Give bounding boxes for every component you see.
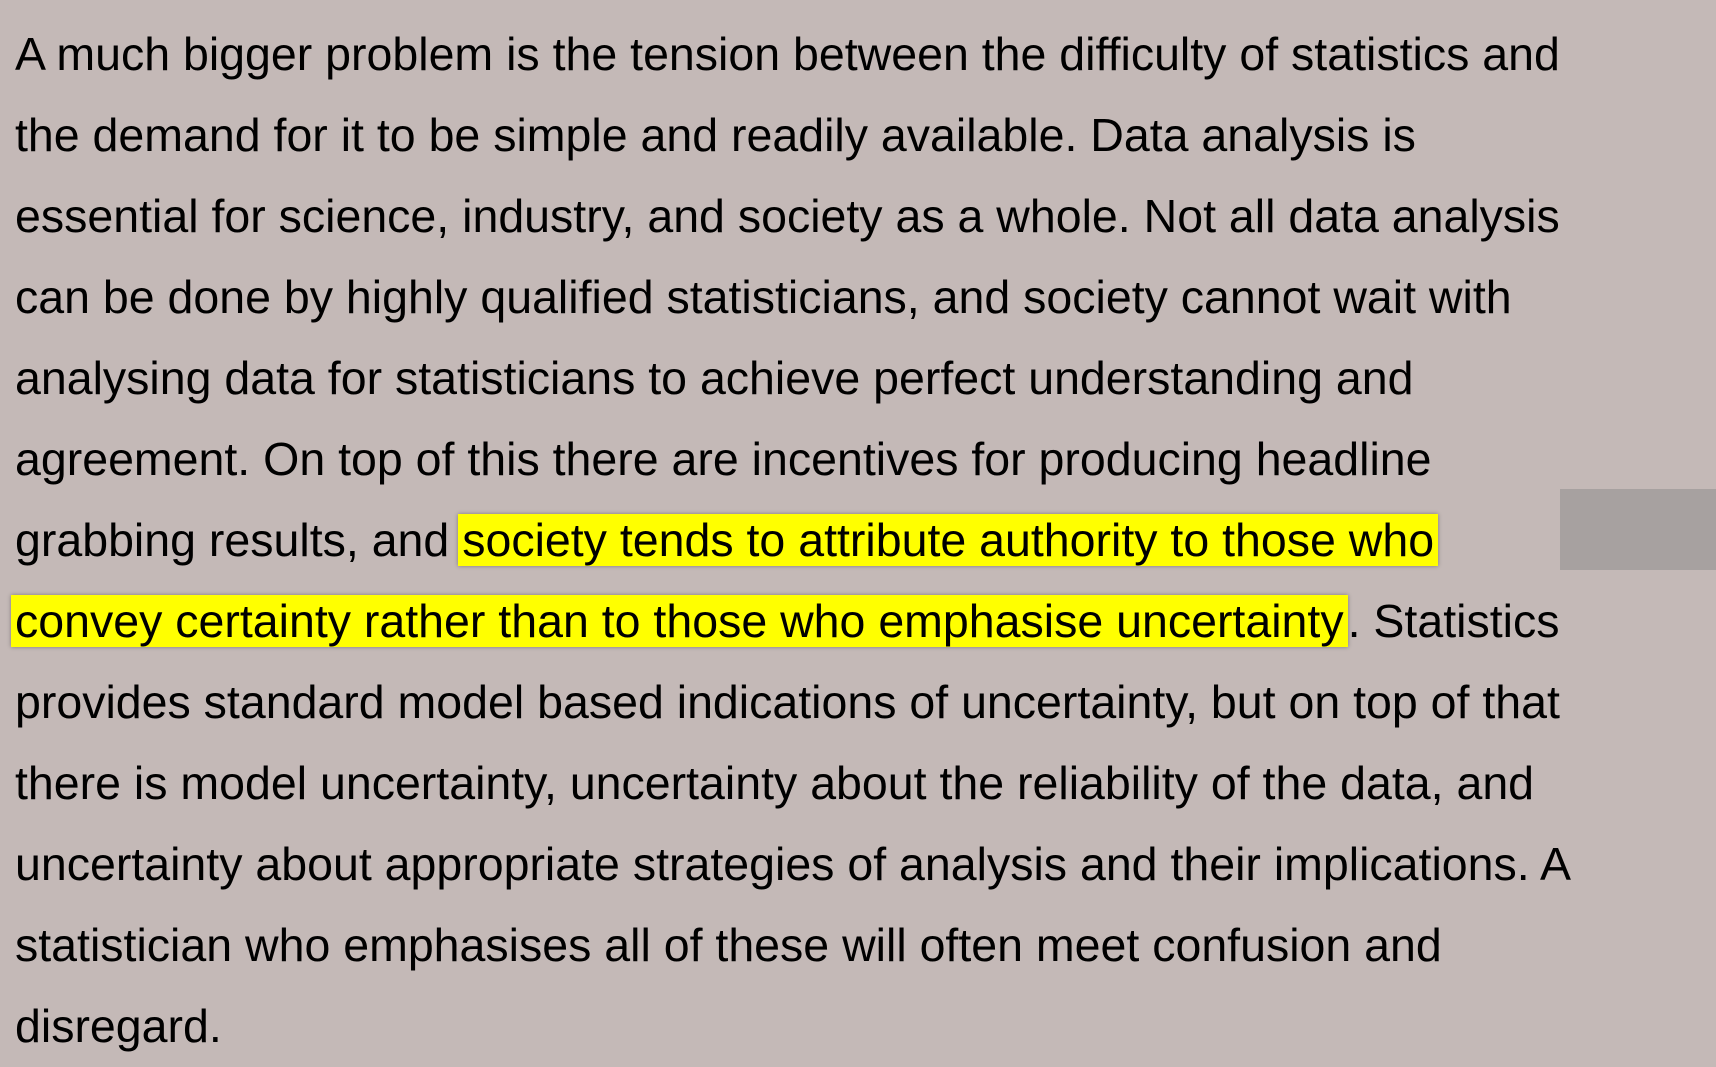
text-line-7-prefix: grabbing results, and bbox=[15, 514, 463, 566]
margin-shade bbox=[1560, 489, 1716, 570]
text-line-4: can be done by highly qualified statisti… bbox=[15, 271, 1512, 323]
text-line-13: disregard. bbox=[15, 1000, 222, 1052]
text-line-2: the demand for it to be simple and readi… bbox=[15, 109, 1416, 161]
text-line-1: A much bigger problem is the tension bet… bbox=[15, 28, 1560, 80]
text-line-12: statistician who emphasises all of these… bbox=[15, 919, 1442, 971]
body-paragraph: A much bigger problem is the tension bet… bbox=[11, 14, 1715, 1067]
text-line-7: grabbing results, and society tends to a… bbox=[15, 500, 1715, 581]
text-line-8-suffix: . Statistics bbox=[1347, 595, 1560, 647]
text-line-9: provides standard model based indication… bbox=[15, 676, 1560, 728]
text-line-5: analysing data for statisticians to achi… bbox=[15, 352, 1414, 404]
text-line-10: there is model uncertainty, uncertainty … bbox=[15, 757, 1535, 809]
text-line-11: uncertainty about appropriate strategies… bbox=[15, 838, 1572, 890]
highlight-segment-2[interactable]: convey certainty rather than to those wh… bbox=[11, 595, 1348, 647]
highlight-segment-1[interactable]: society tends to attribute authority to … bbox=[458, 514, 1439, 566]
text-line-8: convey certainty rather than to those wh… bbox=[11, 581, 1715, 662]
text-line-6: agreement. On top of this there are ince… bbox=[15, 433, 1432, 485]
text-line-3: essential for science, industry, and soc… bbox=[15, 190, 1560, 242]
